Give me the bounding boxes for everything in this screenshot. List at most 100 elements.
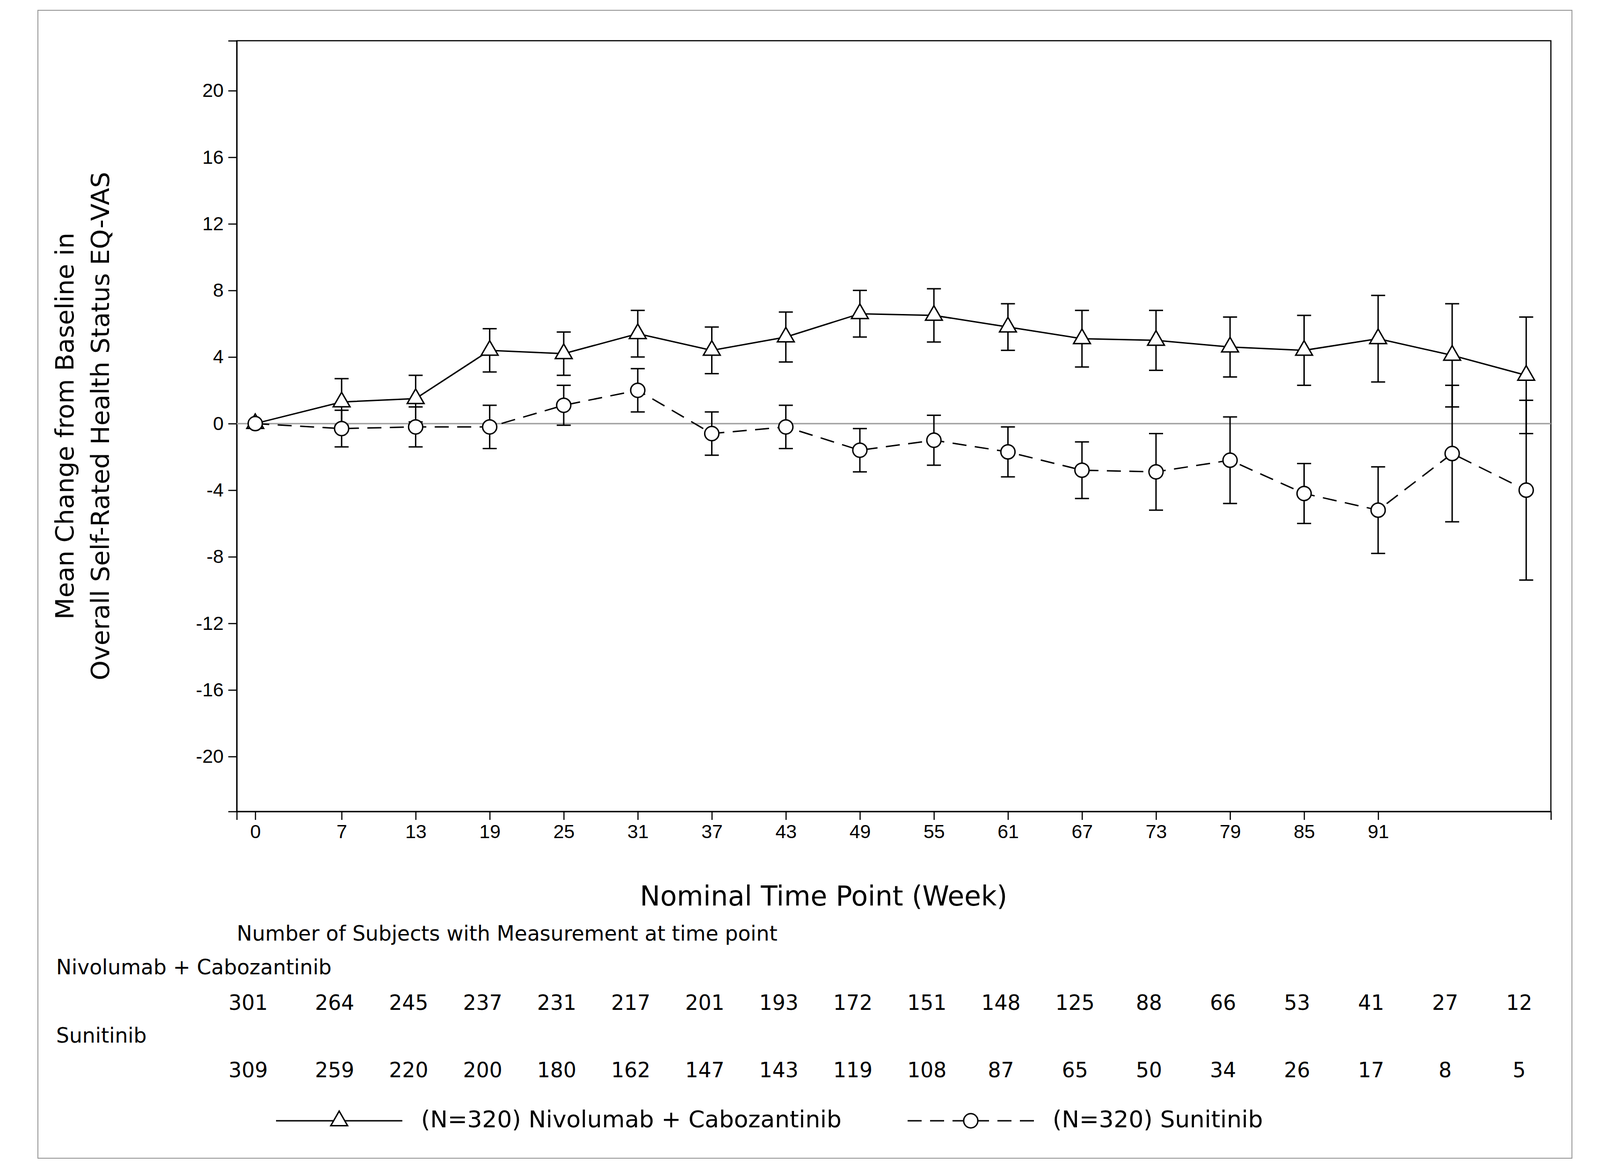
y-tick-label: -20 — [196, 745, 224, 767]
error-bar-cap — [1296, 314, 1311, 316]
plot-area — [236, 288, 1551, 581]
y-tick-label: 20 — [202, 79, 224, 102]
x-tick-mark — [341, 811, 343, 820]
error-bar — [334, 410, 349, 447]
x-tick: 31 — [627, 811, 649, 843]
marker — [1073, 328, 1091, 344]
error-bar-cap — [556, 384, 571, 386]
error-bar-cap — [704, 326, 719, 328]
x-tick-mark — [1303, 811, 1306, 820]
at-risk-count: 200 — [463, 1057, 503, 1082]
y-axis-title: Overall Self-Rated Health Status EQ-VAS — [85, 171, 116, 680]
x-tick: 49 — [849, 811, 872, 843]
at-risk-count: 143 — [759, 1057, 799, 1082]
series — [247, 288, 1535, 434]
marker — [1295, 340, 1313, 356]
error-bar-cap — [1075, 441, 1090, 443]
x-tick-label: 25 — [553, 820, 575, 843]
marker — [777, 327, 795, 342]
marker — [1519, 482, 1534, 497]
error-bar-cap — [1371, 381, 1386, 383]
at-risk-count: 50 — [1135, 1057, 1163, 1082]
marker — [630, 383, 645, 398]
x-axis-title: Nominal Time Point (Week) — [640, 880, 1008, 912]
x-tick-label: 91 — [1367, 820, 1390, 843]
marker — [1296, 486, 1311, 501]
marker — [925, 305, 943, 320]
y-tick-mark — [228, 290, 237, 292]
at-risk-count: 264 — [314, 990, 355, 1015]
marker — [1149, 464, 1164, 479]
y-tick-mark — [228, 756, 237, 758]
at-risk-count: 88 — [1135, 990, 1163, 1015]
at-risk-count: 180 — [537, 1057, 577, 1082]
at-risk-count: 41 — [1358, 990, 1385, 1015]
error-bar-cap — [482, 370, 497, 373]
marker — [1443, 345, 1461, 361]
error-bar-cap — [556, 424, 571, 426]
error-bar — [1000, 426, 1015, 477]
x-tick-mark — [1007, 811, 1010, 820]
x-tick-mark — [1229, 811, 1231, 820]
error-bar-cap — [1296, 522, 1311, 524]
x-tick-label: 31 — [627, 820, 649, 843]
error-bar-cap — [630, 411, 645, 413]
error-bar — [408, 407, 423, 447]
marker — [407, 388, 424, 404]
y-tick: 20 — [202, 79, 237, 102]
x-tick-label: 49 — [849, 820, 872, 843]
y-tick-label: -16 — [196, 678, 224, 701]
x-tick: 67 — [1071, 811, 1093, 843]
marker — [926, 433, 941, 448]
error-bar-cap — [630, 356, 645, 358]
error-bar-cap — [1371, 552, 1386, 554]
x-tick: 0 — [250, 811, 262, 843]
error-bar-cap — [1149, 309, 1164, 312]
error-bar-cap — [334, 445, 349, 448]
y-tick-mark — [228, 90, 237, 92]
x-tick: 79 — [1219, 811, 1242, 843]
x-tick-label: 73 — [1145, 820, 1168, 843]
error-bar-cap — [334, 409, 349, 411]
error-bar-cap — [408, 374, 423, 377]
x-tick-mark — [711, 811, 713, 820]
x-tick-label: 0 — [250, 820, 262, 843]
y-tick-mark — [228, 356, 237, 358]
at-risk-count: 220 — [388, 1057, 429, 1082]
legend-label: (N=320) Sunitinib — [1052, 1105, 1263, 1133]
at-risk-count: 172 — [833, 990, 873, 1015]
error-bar — [852, 428, 867, 472]
error-bar-cap — [408, 445, 423, 448]
at-risk-count: 231 — [537, 990, 577, 1015]
error-bar — [630, 368, 645, 412]
at-risk-count: 8 — [1438, 1057, 1452, 1082]
x-tick-label: 61 — [997, 820, 1019, 843]
background — [0, 0, 1600, 1176]
marker — [555, 343, 573, 359]
y-tick-label: -12 — [196, 612, 224, 634]
error-bar — [1222, 416, 1237, 504]
marker — [704, 426, 719, 441]
legend-marker — [330, 1110, 348, 1126]
at-risk-count: 201 — [684, 990, 725, 1015]
error-bar-cap — [482, 327, 497, 330]
error-bar-cap — [1075, 366, 1090, 368]
error-bar — [1149, 433, 1164, 511]
marker — [1369, 328, 1387, 344]
y-tick-mark — [228, 556, 237, 558]
marker — [481, 340, 499, 356]
y-tick: 8 — [212, 279, 237, 301]
error-bar-cap — [1075, 497, 1090, 500]
at-risk-count: 53 — [1283, 990, 1310, 1015]
legend-label: (N=320) Nivolumab + Cabozantinib — [421, 1105, 842, 1133]
marker — [333, 392, 350, 407]
y-tick-label: 4 — [212, 345, 224, 368]
at-risk-count: 147 — [684, 1057, 725, 1082]
marker — [1221, 337, 1239, 352]
error-bar-cap — [926, 464, 941, 466]
y-tick: 12 — [202, 212, 237, 235]
x-tick-mark — [415, 811, 417, 820]
marker — [556, 398, 571, 413]
x-tick: 37 — [701, 811, 723, 843]
at-risk-count: 301 — [228, 990, 269, 1015]
